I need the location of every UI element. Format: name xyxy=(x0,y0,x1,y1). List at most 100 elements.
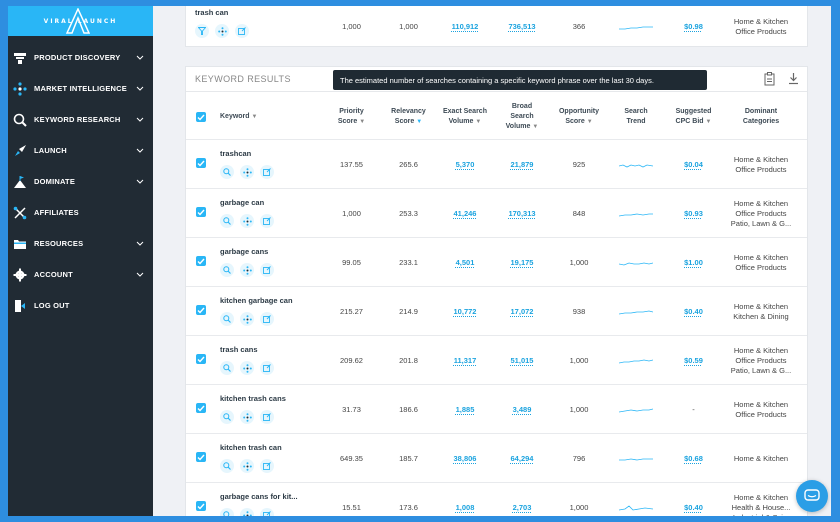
header-keyword[interactable]: Keyword ▼ xyxy=(220,95,310,139)
header-label: Suggested xyxy=(675,108,712,115)
keyword-text[interactable]: trashcan xyxy=(220,149,252,158)
cpc-bid: - xyxy=(692,405,695,414)
copy-clipboard-icon[interactable] xyxy=(764,72,776,91)
market-intelligence-icon[interactable] xyxy=(240,312,254,326)
chat-button[interactable] xyxy=(796,480,828,512)
exact-search-volume[interactable]: 11,317 xyxy=(453,356,477,365)
keyword-text[interactable]: kitchen trash cans xyxy=(220,394,286,403)
sidebar-item-label: LOG OUT xyxy=(34,301,70,310)
row-checkbox[interactable] xyxy=(196,452,206,462)
market-intelligence-icon[interactable] xyxy=(240,263,254,277)
header-suggested-cpc-bid[interactable]: Suggested CPC Bid ▼ xyxy=(666,95,721,139)
seed-broad-volume[interactable]: 736,513 xyxy=(508,22,536,31)
row-checkbox[interactable] xyxy=(196,305,206,315)
sidebar-item-affiliates[interactable]: AFFILIATES xyxy=(8,197,153,228)
seed-exact-volume[interactable]: 110,912 xyxy=(451,22,479,31)
external-link-icon[interactable] xyxy=(260,459,274,473)
exact-search-volume[interactable]: 38,806 xyxy=(453,454,477,463)
keyword-text[interactable]: garbage cans for kit... xyxy=(220,492,298,501)
broad-search-volume[interactable]: 17,072 xyxy=(510,307,534,316)
external-link-icon[interactable] xyxy=(260,508,274,516)
cpc-bid[interactable]: $1.00 xyxy=(684,258,703,267)
cpc-bid[interactable]: $0.59 xyxy=(684,356,703,365)
row-checkbox[interactable] xyxy=(196,501,206,511)
external-link-icon[interactable] xyxy=(260,312,274,326)
search-icon[interactable] xyxy=(220,214,234,228)
cpc-bid[interactable]: $0.04 xyxy=(684,160,703,169)
keyword-text[interactable]: kitchen garbage can xyxy=(220,296,293,305)
exact-search-volume[interactable]: 10,772 xyxy=(453,307,477,316)
sidebar-item-resources[interactable]: RESOURCES xyxy=(8,228,153,259)
broad-search-volume[interactable]: 51,015 xyxy=(510,356,534,365)
opportunity-score: 796 xyxy=(572,454,586,463)
sidebar-item-market-intelligence[interactable]: MARKET INTELLIGENCE xyxy=(8,73,153,104)
cpc-bid[interactable]: $0.40 xyxy=(684,503,703,512)
search-icon[interactable] xyxy=(220,508,234,516)
keyword-text[interactable]: garbage can xyxy=(220,198,265,207)
broad-search-volume[interactable]: 19,175 xyxy=(510,258,534,267)
exact-search-volume[interactable]: 5,370 xyxy=(455,160,475,169)
trend-sparkline xyxy=(611,483,661,516)
market-intelligence-icon[interactable] xyxy=(240,361,254,375)
external-link-icon[interactable] xyxy=(260,361,274,375)
broad-search-volume[interactable]: 21,879 xyxy=(510,160,534,169)
sidebar-item-product-discovery[interactable]: PRODUCT DISCOVERY xyxy=(8,42,153,73)
broad-search-volume[interactable]: 2,703 xyxy=(512,503,532,512)
sidebar-item-dominate[interactable]: DOMINATE xyxy=(8,166,153,197)
market-intelligence-icon[interactable] xyxy=(240,214,254,228)
seed-cpc-bid[interactable]: $0.98 xyxy=(684,22,703,31)
market-intelligence-icon[interactable] xyxy=(240,165,254,179)
market-intelligence-icon[interactable] xyxy=(215,24,229,38)
broad-search-volume[interactable]: 3,489 xyxy=(512,405,532,414)
relevancy-score: 233.1 xyxy=(399,258,418,267)
market-intelligence-icon xyxy=(12,81,28,97)
sidebar-item-launch[interactable]: LAUNCH xyxy=(8,135,153,166)
dominant-categories: Home & Kitchen Office Products Patio, Lawn… xyxy=(721,336,801,385)
keyword-text[interactable]: trash cans xyxy=(220,345,258,354)
row-checkbox[interactable] xyxy=(196,207,206,217)
header-broad-search-volume[interactable]: Broad Search Volume ▼ xyxy=(494,95,550,139)
exact-search-volume[interactable]: 41,246 xyxy=(453,209,477,218)
keyword-text[interactable]: garbage cans xyxy=(220,247,269,256)
cpc-bid[interactable]: $0.40 xyxy=(684,307,703,316)
exact-search-volume[interactable]: 1,885 xyxy=(455,405,475,414)
keyword-text[interactable]: kitchen trash can xyxy=(220,443,282,452)
external-link-icon[interactable] xyxy=(235,24,249,38)
row-checkbox[interactable] xyxy=(196,354,206,364)
market-intelligence-icon[interactable] xyxy=(240,410,254,424)
brand-logo[interactable]: VIRAL LAUNCH xyxy=(8,6,153,36)
market-intelligence-icon[interactable] xyxy=(240,459,254,473)
broad-search-volume[interactable]: 170,313 xyxy=(508,209,536,218)
cpc-bid[interactable]: $0.93 xyxy=(684,209,703,218)
search-icon[interactable] xyxy=(220,165,234,179)
select-all-checkbox[interactable] xyxy=(196,112,206,122)
sidebar-item-keyword-research[interactable]: KEYWORD RESEARCH xyxy=(8,104,153,135)
row-checkbox[interactable] xyxy=(196,256,206,266)
external-link-icon[interactable] xyxy=(260,263,274,277)
row-checkbox[interactable] xyxy=(196,158,206,168)
market-intelligence-icon[interactable] xyxy=(240,508,254,516)
external-link-icon[interactable] xyxy=(260,165,274,179)
search-icon[interactable] xyxy=(220,410,234,424)
filter-icon[interactable] xyxy=(195,24,209,38)
external-link-icon[interactable] xyxy=(260,410,274,424)
header-relevancy-score[interactable]: Relevancy Score ▼ xyxy=(381,95,436,139)
row-checkbox[interactable] xyxy=(196,403,206,413)
header-exact-search-volume[interactable]: Exact Search Volume ▼ xyxy=(437,95,493,139)
trend-sparkline xyxy=(611,336,661,385)
header-opportunity-score[interactable]: Opportunity Score ▼ xyxy=(551,95,607,139)
cpc-bid[interactable]: $0.68 xyxy=(684,454,703,463)
exact-search-volume[interactable]: 1,008 xyxy=(455,503,475,512)
search-icon[interactable] xyxy=(220,361,234,375)
download-icon[interactable] xyxy=(788,72,799,91)
search-icon[interactable] xyxy=(220,312,234,326)
search-icon[interactable] xyxy=(220,263,234,277)
header-priority-score[interactable]: Priority Score ▼ xyxy=(324,95,379,139)
sidebar-item-log-out[interactable]: LOG OUT xyxy=(8,290,153,321)
external-link-icon[interactable] xyxy=(260,214,274,228)
search-icon[interactable] xyxy=(220,459,234,473)
sidebar: VIRAL LAUNCH PRODUCT DISCOVERY MARKET IN… xyxy=(8,6,153,516)
sidebar-item-account[interactable]: ACCOUNT xyxy=(8,259,153,290)
exact-search-volume[interactable]: 4,501 xyxy=(455,258,475,267)
broad-search-volume[interactable]: 64,294 xyxy=(510,454,534,463)
